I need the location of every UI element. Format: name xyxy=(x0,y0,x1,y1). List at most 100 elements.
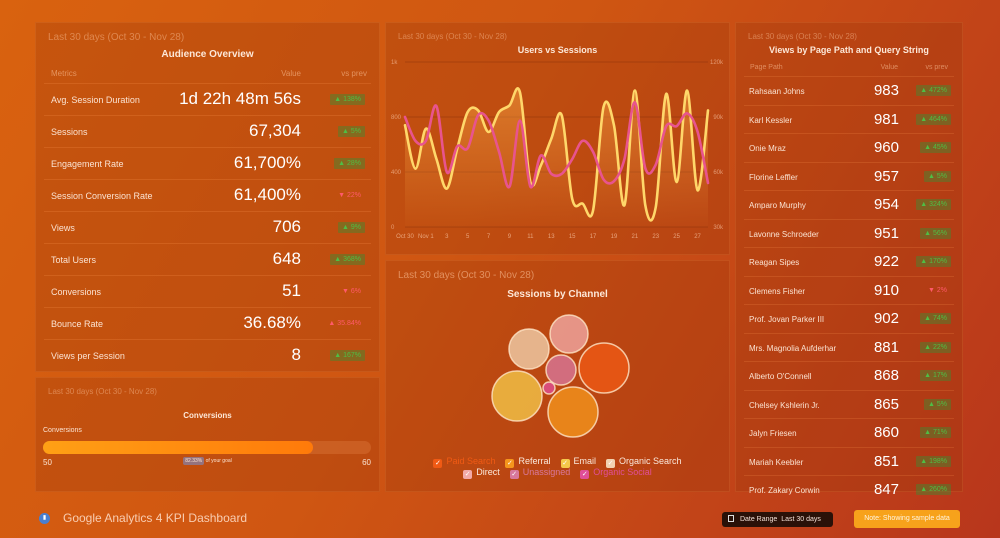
metric-label: Session Conversion Rate xyxy=(51,191,153,201)
metric-value: 61,400% xyxy=(233,185,301,204)
bubble-organic-search[interactable] xyxy=(508,328,550,370)
page-path: Lavonne Schroeder xyxy=(749,229,819,239)
change-badge: ▲ 138% xyxy=(330,94,365,105)
y-left-tick: 800 xyxy=(391,115,402,121)
checkbox-icon[interactable]: ✓ xyxy=(509,470,519,479)
change-badge: ▲ 368% xyxy=(330,254,365,265)
page-path: Reagan Sipes xyxy=(749,258,800,267)
metric-label: Total Users xyxy=(51,255,97,265)
legend-label: Direct xyxy=(476,467,500,477)
legend-item[interactable]: ✓ Unassigned xyxy=(509,467,571,479)
metric-label: Views xyxy=(51,223,75,233)
sessions-by-channel-chart xyxy=(491,314,630,438)
page-path: Amparo Murphy xyxy=(749,201,806,210)
chart-title: Sessions by Channel xyxy=(507,289,608,300)
y-right-tick: 90k xyxy=(713,115,724,121)
page-row: Mrs. Magnolia Aufderhar 881 ▲ 22% xyxy=(744,332,954,362)
checkbox-icon[interactable]: ✓ xyxy=(560,459,570,468)
y-left-tick: 400 xyxy=(391,170,402,176)
page-row: Lavonne Schroeder 951 ▲ 56% xyxy=(744,218,954,248)
checkbox-icon[interactable]: ✓ xyxy=(433,459,443,468)
col-header-vs-prev: vs prev xyxy=(341,69,367,78)
page-views: 960 xyxy=(873,139,899,156)
metric-label: Views per Session xyxy=(51,351,125,361)
page-row: Alberto O'Connell 868 ▲ 17% xyxy=(744,361,954,390)
x-tick: 27 xyxy=(694,234,701,240)
page-views: 865 xyxy=(873,395,899,413)
goal-pct: 82.33% xyxy=(183,457,205,465)
page-views: 957 xyxy=(873,167,899,185)
page-views: 922 xyxy=(873,253,899,270)
page-row: Rahsaan Johns 983 ▲ 472% xyxy=(744,76,954,105)
y-right-tick: 60k xyxy=(713,170,724,176)
progress-min: 50 xyxy=(43,458,52,467)
legend-item[interactable]: ✓ Referral xyxy=(505,456,551,468)
x-tick: 3 xyxy=(445,234,449,240)
page-path: Alberto O'Connell xyxy=(749,372,812,381)
legend-item[interactable]: ✓ Email xyxy=(560,456,596,468)
audience-overview-panel: Last 30 days (Oct 30 - Nov 28) Audience … xyxy=(35,22,380,372)
users-area xyxy=(405,88,708,228)
metric-row: Sessions 67,304 ▲ 5% xyxy=(44,115,371,147)
page-views: 847 xyxy=(873,481,899,498)
change-badge: ▲ 198% xyxy=(916,455,951,467)
page-row: Florine Leffler 957 ▲ 5% xyxy=(744,161,954,191)
page-views: 881 xyxy=(873,338,899,356)
goal-suffix: of your goal xyxy=(205,458,232,464)
col-header-value: Value xyxy=(281,69,301,78)
sample-data-note[interactable]: Note: Showing sample data xyxy=(854,510,960,528)
metric-label: Sessions xyxy=(51,127,88,137)
legend-label: Organic Social xyxy=(593,467,652,477)
metric-value: 706 xyxy=(272,217,301,236)
metric-value: 51 xyxy=(282,281,301,300)
legend-item[interactable]: ✓ Organic Search xyxy=(606,456,682,468)
chart-legend: ✓ Direct ✓ Unassigned ✓ Organic Social xyxy=(386,467,729,479)
change-badge: ▲ 324% xyxy=(916,199,951,210)
page-row: Karl Kessler 981 ▲ 464% xyxy=(744,104,954,134)
bubble-referral[interactable] xyxy=(547,386,599,438)
change-badge: ▲ 170% xyxy=(916,256,951,267)
page-row: Mariah Keebler 851 ▲ 198% xyxy=(744,446,954,476)
checkbox-icon[interactable]: ✓ xyxy=(606,459,616,468)
x-tick: 13 xyxy=(548,234,555,240)
x-tick: 23 xyxy=(652,234,659,240)
x-tick: 15 xyxy=(569,234,576,240)
page-views: 951 xyxy=(873,224,899,242)
page-path: Chelsey Kshlerin Jr. xyxy=(749,400,820,410)
page-path: Mrs. Magnolia Aufderhar xyxy=(749,343,837,353)
bubble-direct[interactable] xyxy=(549,314,589,354)
page-row: Clemens Fisher 910 ▼ 2% xyxy=(744,275,954,305)
checkbox-icon[interactable]: ✓ xyxy=(505,459,515,468)
legend-item[interactable]: ✓ Paid Search xyxy=(433,456,496,468)
bubble-unassigned[interactable] xyxy=(545,354,577,386)
y-right-tick: 30k xyxy=(713,225,724,231)
page-row: Prof. Zakary Corwin 847 ▲ 260% xyxy=(744,475,954,504)
bubble-organic-social[interactable] xyxy=(542,381,556,395)
metric-value: 1d 22h 48m 56s xyxy=(179,89,301,108)
metric-label: Avg. Session Duration xyxy=(51,95,140,105)
conversions-panel: Last 30 days (Oct 30 - Nov 28) Conversio… xyxy=(35,377,380,492)
metric-value: 8 xyxy=(291,345,301,364)
change-badge: ▲ 9% xyxy=(338,222,365,233)
change-badge: ▲ 45% xyxy=(920,142,951,153)
page-views: 954 xyxy=(873,196,899,213)
change-badge: ▲ 22% xyxy=(920,341,951,353)
date-range-button[interactable]: Date Range Last 30 days xyxy=(722,512,833,527)
y-right-tick: 120k xyxy=(710,60,724,66)
checkbox-icon[interactable]: ✓ xyxy=(463,470,473,479)
col-header-value: Value xyxy=(880,64,898,71)
legend-item[interactable]: ✓ Direct xyxy=(463,467,500,479)
progress-max: 60 xyxy=(362,458,371,467)
page-path: Karl Kessler xyxy=(749,115,793,125)
checkbox-icon[interactable]: ✓ xyxy=(580,470,590,479)
metric-row: Bounce Rate 36.68% ▲ 35.84% xyxy=(44,307,371,339)
bubble-email[interactable] xyxy=(491,370,543,422)
legend-label: Unassigned xyxy=(522,467,571,477)
page-row: Onie Mraz 960 ▲ 45% xyxy=(744,133,954,162)
metric-value: 67,304 xyxy=(249,121,301,140)
bubble-paid-search[interactable] xyxy=(578,342,630,394)
views-by-page-panel: Last 30 days (Oct 30 - Nov 28) Views by … xyxy=(735,22,963,498)
page-views: 902 xyxy=(873,310,899,327)
legend-item[interactable]: ✓ Organic Social xyxy=(580,467,652,479)
legend-label: Paid Search xyxy=(446,456,496,466)
